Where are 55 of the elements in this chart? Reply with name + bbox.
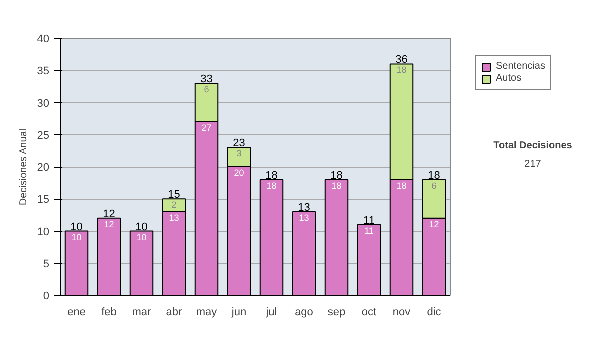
y-tick-label: 15 [37,194,50,206]
data-label: 20 [234,168,244,178]
total-label: 10 [136,221,148,234]
total-label: 18 [428,170,440,182]
x-tick-label: jun [230,306,247,318]
x-tick-label: ago [295,306,314,318]
x-tick-label: dic [427,306,442,318]
data-label: 18 [396,65,407,76]
y-axis-title: Decisiones Anual [18,128,30,206]
x-tick-label: sep [328,306,346,318]
x-tick-label: oct [362,306,377,318]
data-label: 6 [432,180,437,191]
legend-label: Autos [496,73,522,84]
x-tick-label: nov [392,306,412,318]
total-label: 12 [103,208,116,220]
total-label: 23 [233,138,246,150]
text: 217 [524,159,542,170]
legend-label: Sentencias [496,61,546,72]
y-tick-label: 0 [43,290,50,302]
y-tick-label: 25 [37,130,50,142]
data-label: 13 [299,212,310,223]
x-tick-label: feb [102,306,117,318]
data-label: 12 [104,219,114,230]
data-label: 10 [72,232,82,242]
data-label: 13 [169,212,180,223]
total-label: 15 [168,189,180,202]
x-tick-label: abr [166,306,183,318]
data-label: 18 [396,180,407,191]
total-label: 18 [266,170,278,182]
total-label: 33 [200,73,213,86]
total-label: 18 [330,170,343,182]
y-tick-label: 35 [37,66,50,78]
y-tick-label: 40 [37,34,50,46]
total-label: 11 [364,214,375,227]
data-label: 11 [364,226,374,236]
y-tick-label: 30 [37,98,50,110]
y-tick-label: 20 [37,162,50,174]
data-label: 2 [172,200,177,210]
data-label: 10 [136,232,147,242]
x-tick-label: may [196,306,218,318]
y-tick-label: 10 [37,226,50,238]
total-label: 10 [70,221,83,234]
y-tick-label: 5 [43,258,50,270]
total-label: 36 [396,54,408,66]
x-tick-label: jul [265,306,278,318]
data-label: 18 [332,180,342,191]
total-label: 13 [298,202,310,214]
data-label: 3 [236,148,242,159]
data-label: 18 [266,180,277,191]
data-label: 6 [204,84,210,94]
x-tick-label: mar [132,306,152,318]
data-label: 27 [202,123,212,134]
data-label: 12 [429,219,440,230]
text: Total Decisiones [494,140,573,152]
x-tick-label: ene [68,306,86,318]
